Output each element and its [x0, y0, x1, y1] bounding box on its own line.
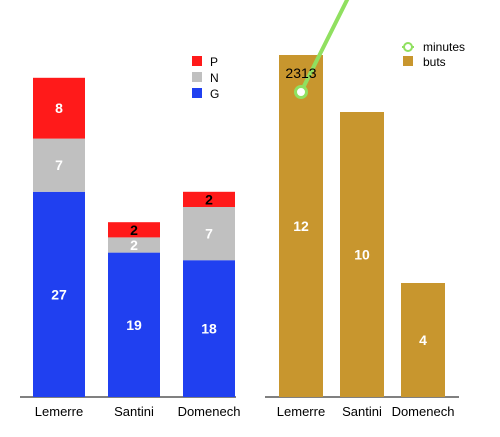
point-minutes-lemerre [294, 85, 308, 99]
bar-n-lemerre [33, 138, 85, 192]
bar-n-domenech [183, 207, 235, 261]
data-label-g-santini: 19 [126, 317, 142, 333]
bar-p-lemerre [33, 77, 85, 139]
bar-g-lemerre [33, 191, 85, 397]
data-label-minutes-lemerre: 2313 [285, 65, 316, 81]
bar-g-santini [108, 252, 160, 397]
bar-buts-domenech [401, 283, 445, 397]
legend-swatch-n [192, 72, 202, 82]
bar-p-santini [108, 222, 160, 238]
bar-n-santini [108, 237, 160, 253]
data-label-p-santini: 2 [130, 222, 138, 238]
x-tick-domenech: Domenech [392, 404, 455, 419]
right-bar-line-chart: 12Lemerre10Santini4Domenech231313861318m… [265, 0, 465, 419]
legend-swatch-g [192, 88, 202, 98]
data-label-p-lemerre: 8 [55, 100, 63, 116]
data-label-n-santini: 2 [130, 237, 138, 253]
legend-label-g: G [210, 87, 219, 101]
x-tick-domenech: Domenech [178, 404, 241, 419]
data-label-buts-santini: 10 [354, 247, 370, 263]
line-minutes [299, 0, 350, 93]
data-label-n-domenech: 7 [205, 226, 213, 242]
data-label-p-domenech: 2 [205, 191, 213, 207]
legend-swatch-buts [403, 56, 413, 66]
bar-buts-santini [340, 112, 384, 397]
legend-label-buts: buts [423, 55, 446, 69]
data-label-g-lemerre: 27 [51, 286, 67, 302]
x-tick-santini: Santini [114, 404, 154, 419]
data-label-g-domenech: 18 [201, 321, 217, 337]
legend-marker-minutes [403, 42, 413, 52]
x-tick-lemerre: Lemerre [35, 404, 83, 419]
legend-swatch-p [192, 56, 202, 66]
legend-label-p: P [210, 55, 218, 69]
bar-g-domenech [183, 260, 235, 397]
data-label-n-lemerre: 7 [55, 157, 63, 173]
legend-label-minutes: minutes [423, 40, 465, 54]
bar-p-domenech [183, 191, 235, 207]
legend-label-n: N [210, 71, 219, 85]
x-tick-santini: Santini [342, 404, 382, 419]
data-label-buts-domenech: 4 [419, 332, 427, 348]
data-label-buts-lemerre: 12 [293, 218, 309, 234]
x-tick-lemerre: Lemerre [277, 404, 325, 419]
bar-buts-lemerre [279, 55, 323, 397]
